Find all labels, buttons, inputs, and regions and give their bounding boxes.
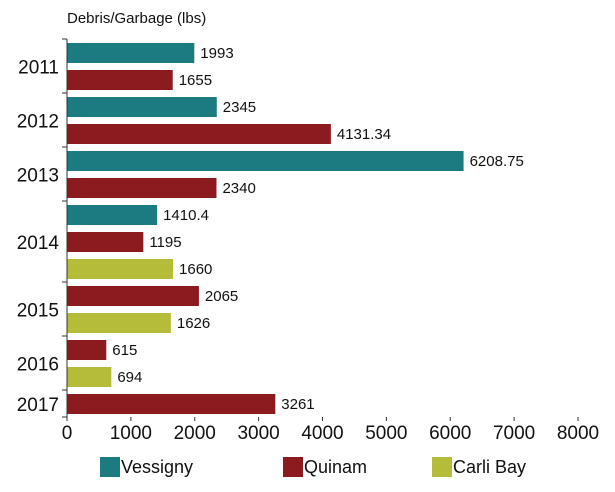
bar [67,205,158,225]
value-label: 6208.75 [470,153,524,170]
legend-swatch [283,457,303,477]
bar [67,97,217,117]
value-label: 1195 [149,234,181,251]
bar [67,70,173,90]
y-tick-label: 2012 [17,112,59,133]
y-tick-label: 2016 [17,355,59,376]
legend-label: Vessigny [121,457,193,477]
axis-title: Debris/Garbage (lbs) [67,10,206,27]
bar [67,367,112,387]
bar [67,124,331,144]
bar [67,178,217,198]
x-tick-label: 5000 [365,423,407,444]
y-tick-label: 2011 [18,58,59,79]
y-tick-label: 2015 [17,301,59,322]
bar [67,394,276,414]
legend-swatch [432,457,452,477]
value-label: 2345 [223,99,256,116]
x-tick-label: 3000 [237,423,279,444]
y-tick-label: 2017 [17,395,59,416]
bar [67,43,195,63]
value-label: 1626 [177,315,210,332]
legend-swatch [100,457,120,477]
bar [67,286,199,306]
x-tick-label: 2000 [174,423,216,444]
value-label: 1655 [179,72,212,89]
bar [67,232,144,252]
value-label: 4131.34 [337,126,391,143]
bar [67,313,171,333]
x-tick-label: 0 [62,423,73,444]
value-label: 2065 [205,288,238,305]
value-label: 1660 [179,261,212,278]
x-tick-label: 6000 [429,423,471,444]
x-tick-label: 4000 [301,423,343,444]
y-tick-label: 2013 [17,166,59,187]
value-label: 615 [112,342,137,359]
legend-label: Quinam [304,457,367,477]
value-label: 694 [117,369,142,386]
bar [67,340,107,360]
bar [67,259,174,279]
x-tick-label: 1000 [110,423,152,444]
value-label: 1410.4 [163,207,209,224]
y-tick-label: 2014 [17,233,60,254]
value-label: 2340 [222,180,255,197]
value-label: 1993 [200,45,233,62]
bar [67,151,464,171]
x-tick-label: 7000 [493,423,535,444]
value-label: 3261 [281,396,314,413]
legend-label: Carli Bay [453,457,526,477]
x-tick-label: 8000 [557,423,599,444]
